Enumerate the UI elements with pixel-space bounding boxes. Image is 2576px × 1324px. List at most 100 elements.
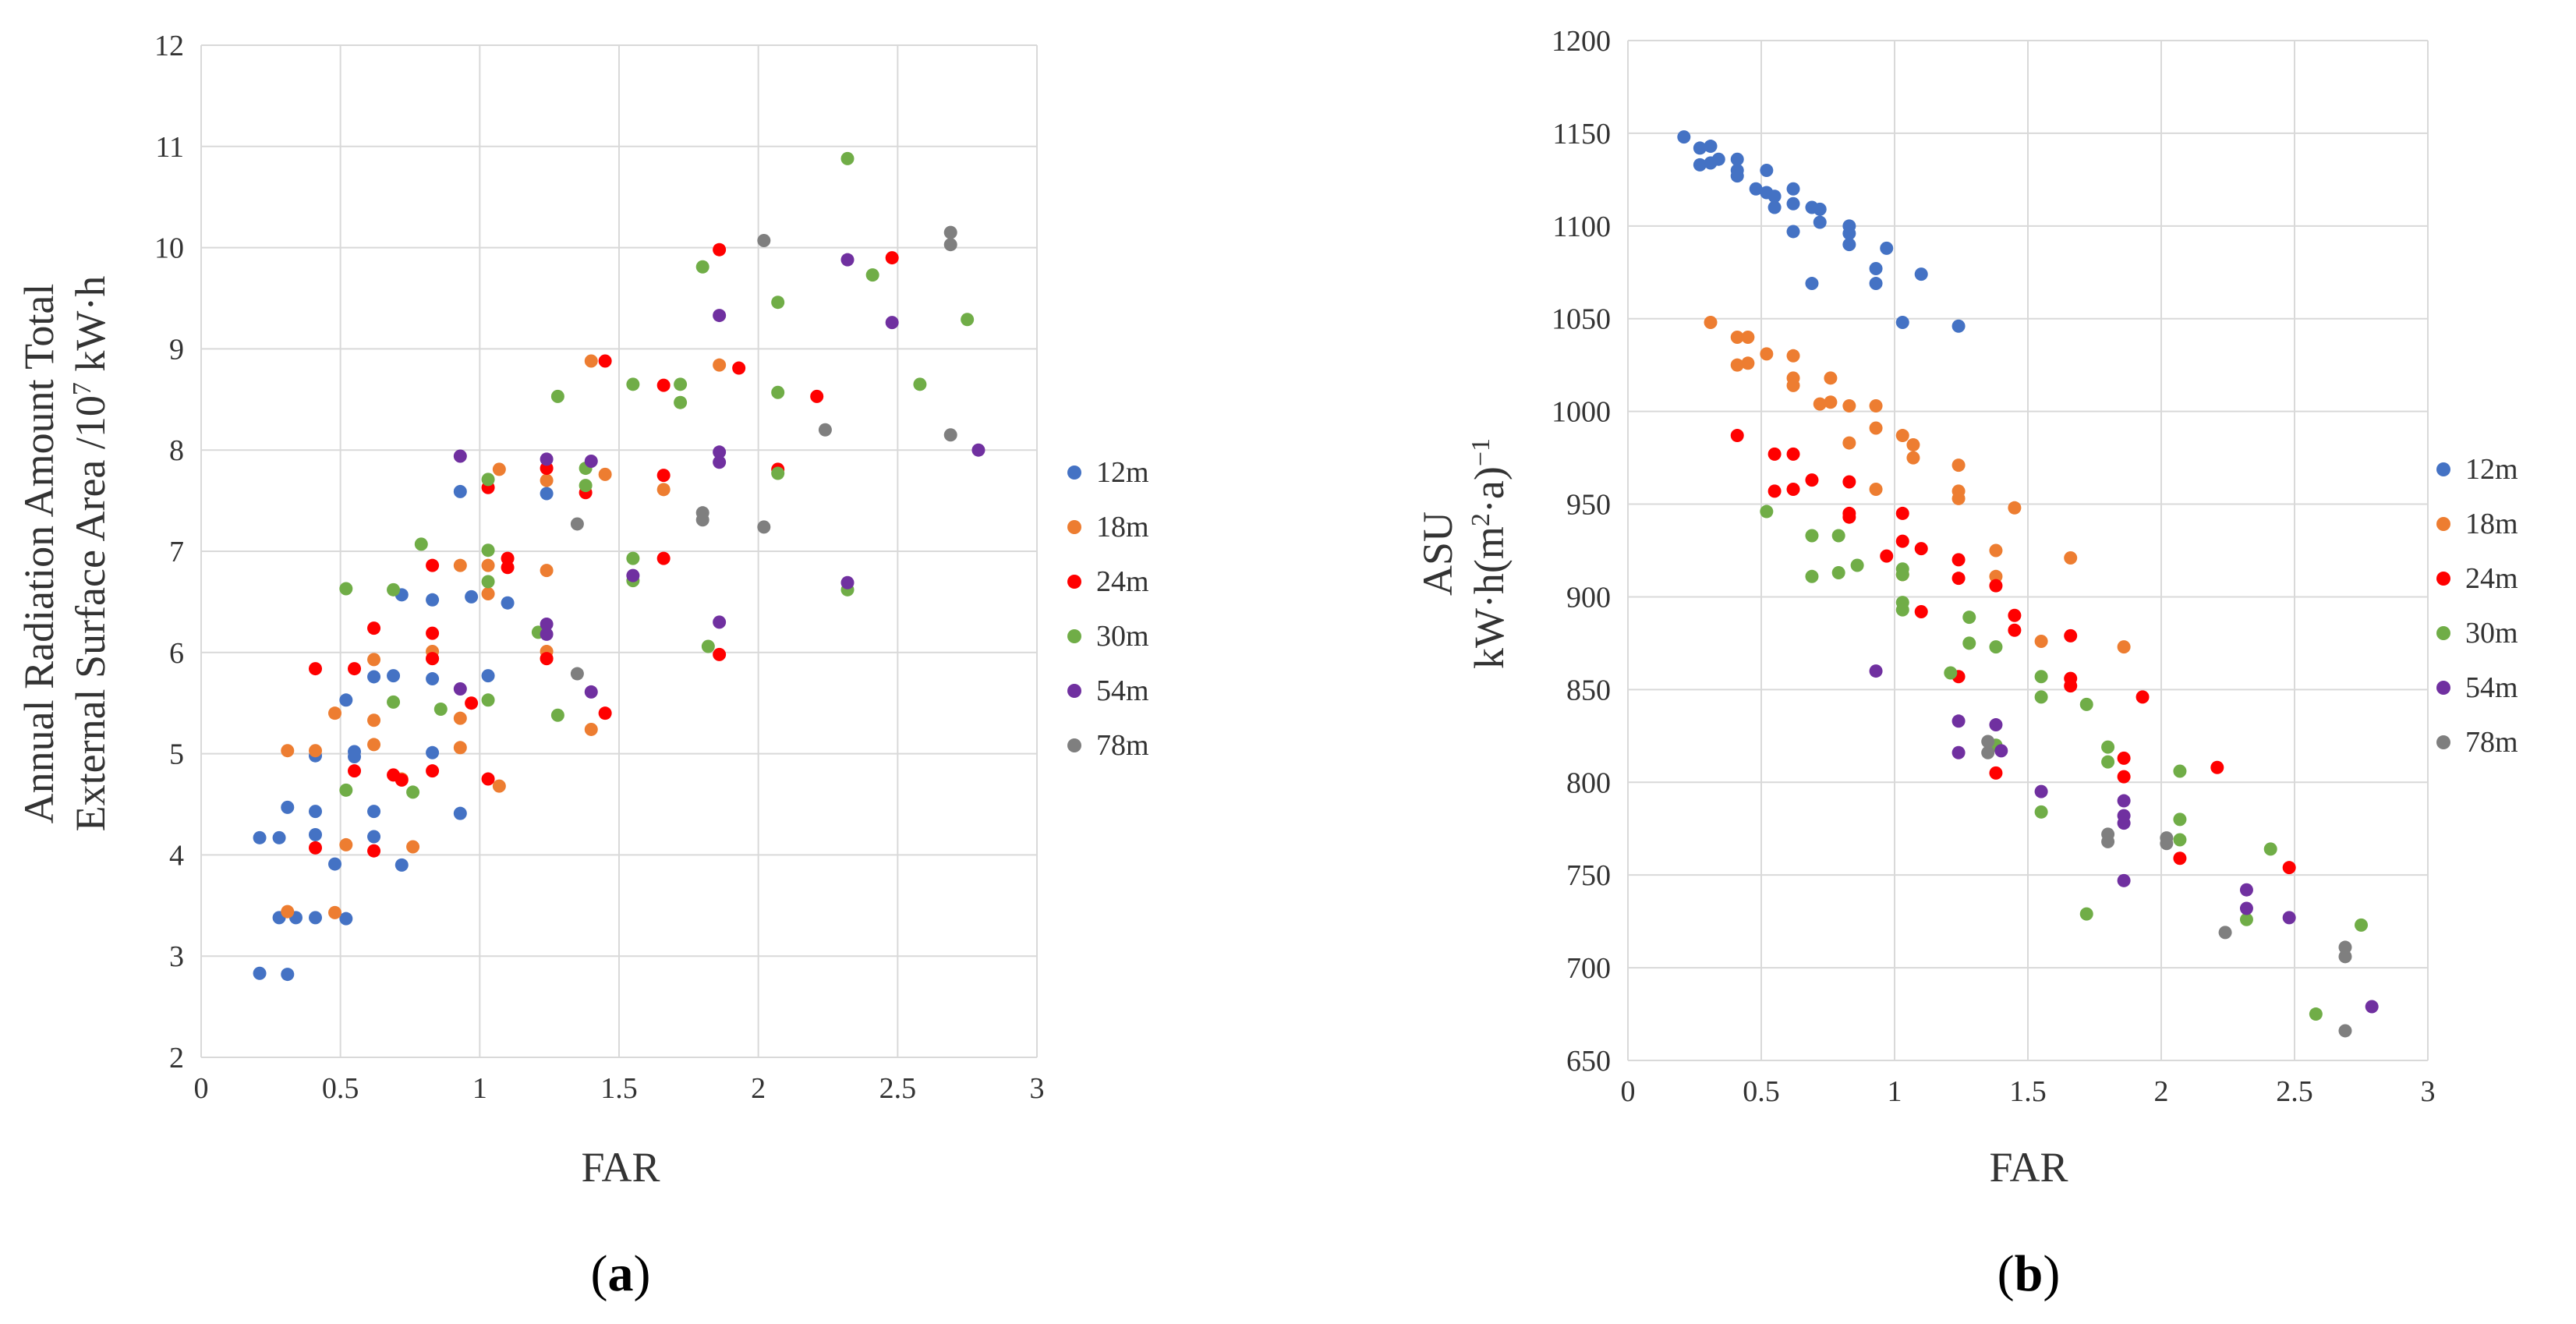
chart-a-point-54m (540, 627, 554, 641)
chart-b-point-54m (1951, 714, 1966, 728)
chart-a-point-54m (626, 568, 640, 582)
chart-b-point-24m (1730, 429, 1744, 443)
chart-a-y-tick-label: 9 (169, 333, 184, 366)
chart-b-point-30m (2173, 812, 2187, 827)
chart-a-point-24m (810, 389, 824, 403)
chart-b-series-30m (1760, 504, 2368, 1021)
chart-b-point-18m (1824, 395, 1838, 409)
chart-a-point-12m (395, 858, 409, 872)
chart-a-point-18m (481, 587, 495, 601)
chart-a-legend-item-24m: 24m (1067, 565, 1149, 598)
chart-a-series-18m (281, 354, 727, 919)
chart-b-y-tick-label: 850 (1566, 674, 1611, 706)
chart-b-legend-marker-24m (2436, 572, 2450, 586)
chart-a-y-tick-label: 5 (169, 738, 184, 771)
chart-a-x-tick-label: 2 (751, 1072, 766, 1105)
chart-b-point-30m (2173, 764, 2187, 778)
chart-a-point-18m (540, 473, 554, 487)
chart-b-point-12m (1786, 182, 1800, 196)
chart-b-point-24m (1895, 506, 1909, 520)
chart-a-point-12m (339, 912, 353, 926)
chart-b-legend-item-30m: 30m (2436, 617, 2518, 650)
chart-a-point-78m (943, 225, 957, 239)
chart-a-point-12m (339, 693, 353, 707)
chart-a-point-12m (309, 805, 323, 819)
chart-b-legend-marker-12m (2436, 462, 2450, 476)
chart-b-point-30m (1989, 640, 2003, 654)
chart-a-point-30m (674, 377, 688, 391)
chart-a-point-30m (550, 389, 564, 403)
chart-a-point-18m (281, 904, 295, 919)
chart-b-y-tick-label: 750 (1566, 859, 1611, 892)
chart-b-legend-item-18m: 18m (2436, 508, 2518, 540)
chart-a-series-54m (453, 253, 985, 699)
chart-a-legend-marker-12m (1067, 466, 1081, 480)
chart-a-point-30m (481, 473, 495, 487)
chart-a-y-tick-label: 3 (169, 940, 184, 973)
chart-b-point-18m (2064, 551, 2078, 565)
chart-b-point-54m (1951, 745, 1966, 759)
chart-a-legend-label-12m: 12m (1096, 456, 1149, 489)
chart-a-point-24m (348, 764, 362, 778)
chart-a-point-24m (598, 706, 612, 720)
chart-b-y-axis-title-sup2: −1 (1467, 438, 1495, 466)
chart-a-point-12m (426, 672, 440, 686)
chart-a-point-30m (579, 479, 593, 493)
chart-b-y-tick-label: 650 (1566, 1045, 1611, 1078)
chart-b-x-tick-label: 1 (1888, 1075, 1902, 1108)
chart-b-x-tick-label: 0 (1621, 1075, 1636, 1108)
chart-b-point-12m (1951, 319, 1966, 333)
chart-b-y-tick-label: 1200 (1552, 25, 1611, 58)
chart-b-point-12m (1880, 241, 1894, 255)
chart-b-point-54m (1869, 664, 1883, 678)
chart-b-point-24m (2008, 623, 2022, 637)
chart-a-legend-label-24m: 24m (1096, 565, 1149, 598)
chart-b-point-78m (2338, 1024, 2352, 1038)
chart-a-point-54m (971, 443, 985, 457)
chart-a-point-18m (367, 653, 381, 667)
chart-a: 0 0.5 1 1.5 2 2.5 3 2 3 4 5 6 7 8 9 10 11 12 FAR Annual R… (16, 30, 1149, 1302)
chart-b-point-18m (1869, 399, 1883, 413)
chart-a-point-30m (626, 377, 640, 391)
chart-a-point-18m (584, 354, 598, 368)
chart-b-point-30m (2355, 918, 2368, 932)
chart-b-point-30m (2101, 740, 2115, 754)
chart-a-point-30m (865, 268, 879, 282)
chart-a-point-12m (540, 487, 554, 501)
chart-b-legend-label-24m: 24m (2465, 562, 2518, 595)
chart-b-point-30m (2034, 690, 2048, 704)
chart-b-point-18m (1824, 371, 1838, 385)
chart-b-point-24m (2282, 861, 2296, 875)
chart-a-point-18m (309, 744, 323, 758)
chart-b-legend-marker-54m (2436, 681, 2450, 695)
chart-b-point-12m (1730, 152, 1744, 166)
chart-b-y-tick-label: 900 (1566, 581, 1611, 614)
chart-b-point-12m (1786, 225, 1800, 239)
chart-a-x-tick-label: 0 (194, 1072, 209, 1105)
chart-a-point-18m (598, 467, 612, 481)
chart-b-point-54m (2117, 794, 2131, 808)
chart-b-point-18m (1951, 458, 1966, 473)
chart-a-point-30m (961, 313, 975, 327)
chart-b-series-24m (1730, 429, 2296, 875)
chart-b-point-30m (1831, 529, 1845, 543)
chart-b-legend-marker-30m (2436, 626, 2450, 640)
chart-b-point-54m (2034, 784, 2048, 798)
chart-b-point-24m (1880, 549, 1894, 563)
chart-b-point-54m (2282, 911, 2296, 925)
chart-b-y-axis-title-unit2: ·a) (1466, 466, 1513, 513)
chart-a-point-12m (328, 857, 342, 871)
chart-b-point-24m (1842, 475, 1856, 489)
chart-b-point-12m (1813, 202, 1827, 216)
chart-a-point-12m (465, 589, 479, 604)
chart-b-point-30m (2173, 833, 2187, 847)
chart-a-point-30m (406, 785, 420, 799)
chart-a-point-30m (674, 395, 688, 409)
chart-a-point-24m (481, 772, 495, 786)
chart-a-point-78m (695, 513, 709, 527)
chart-a-series-24m (309, 242, 899, 858)
chart-b-point-18m (1741, 331, 1755, 345)
chart-b-y-axis-title-line1: ASU (1414, 512, 1461, 596)
chart-b-point-24m (1914, 604, 1928, 618)
chart-b-point-12m (1869, 262, 1883, 276)
